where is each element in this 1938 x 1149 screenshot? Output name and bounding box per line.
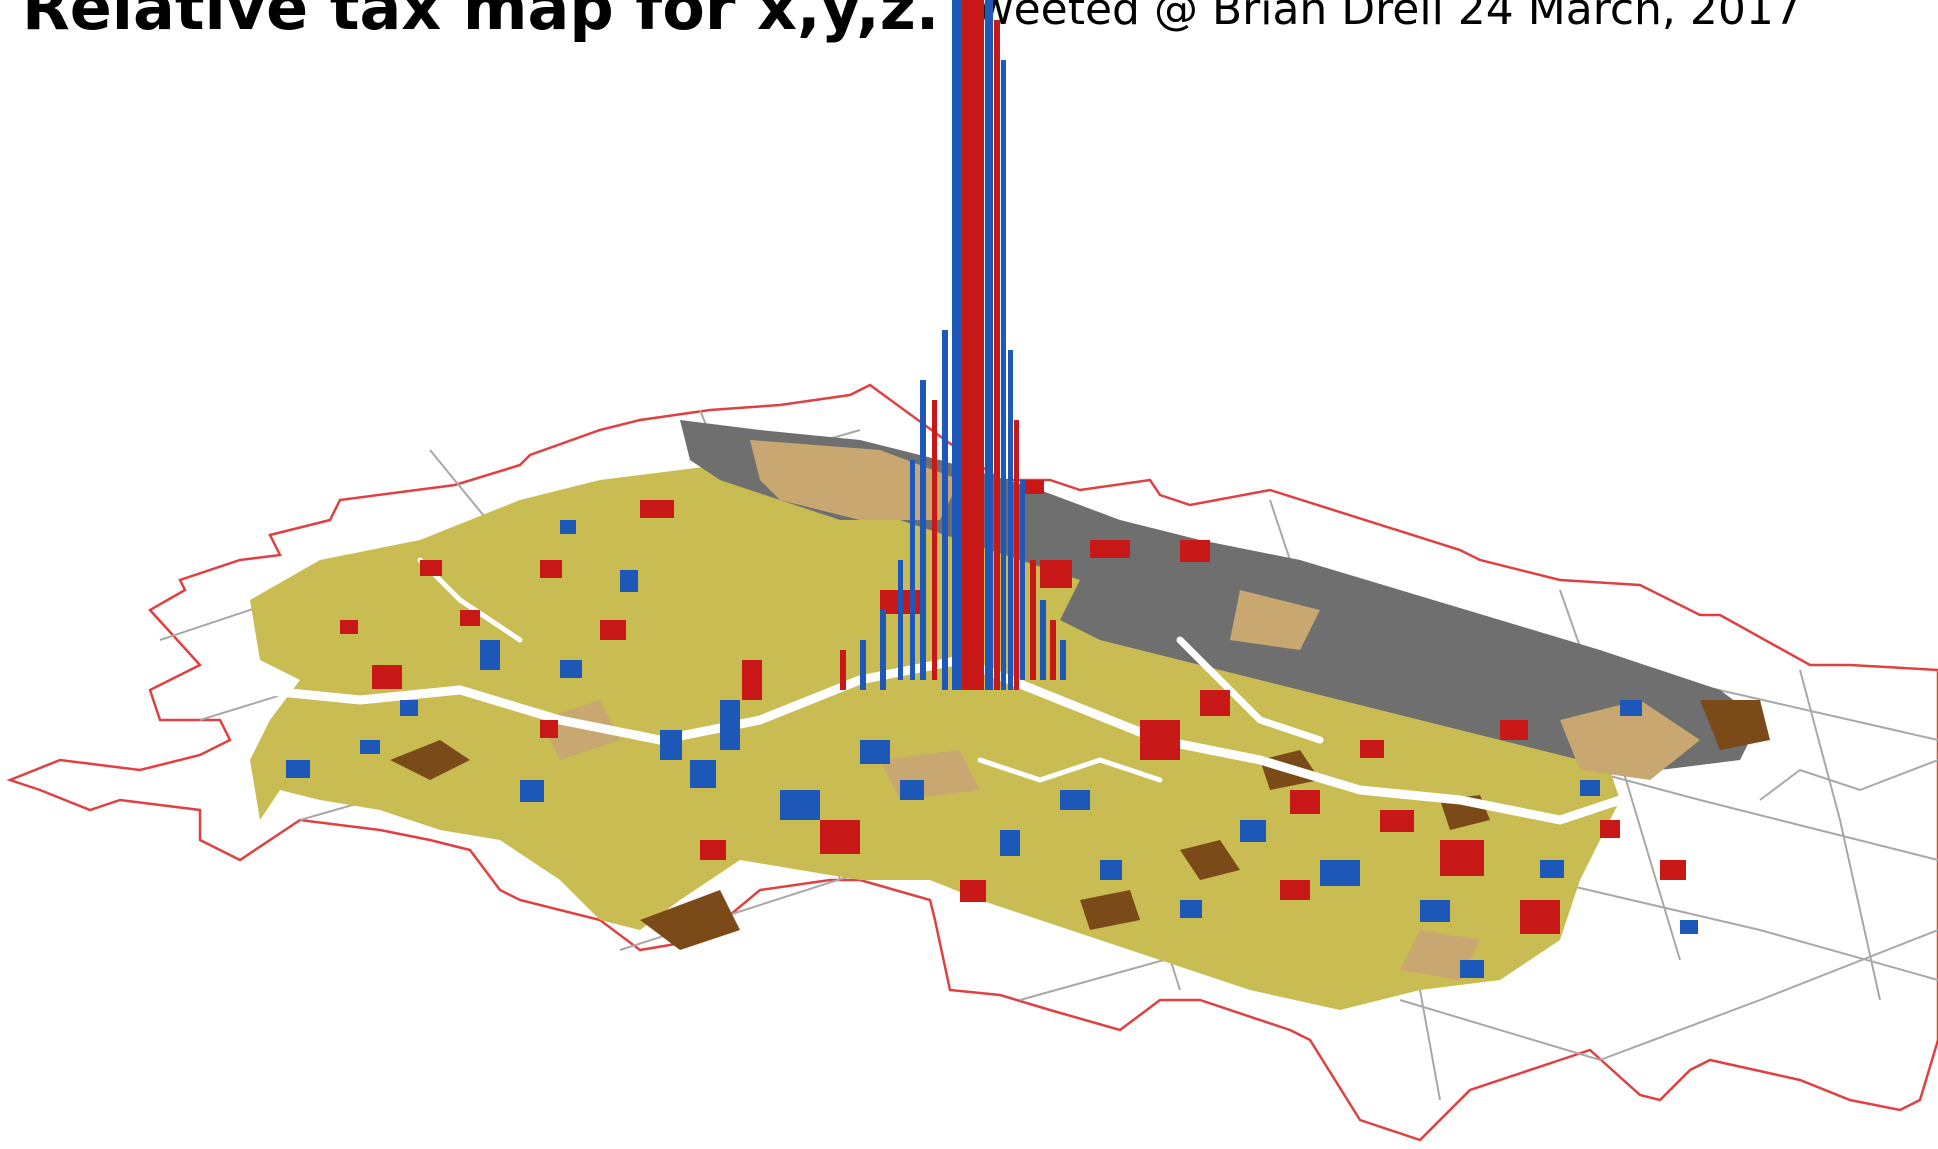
map-header: Relative tax map for x,y,z. Tweeted @ Br…: [0, 0, 1938, 44]
tax-blocks-blue: [286, 520, 1698, 978]
downtown-spikes: [840, 0, 1066, 690]
industrial-north: [680, 420, 1760, 770]
commercial-land: [540, 440, 1700, 980]
map-credit: Tweeted @ Brian Drell 24 March, 2017: [958, 0, 1802, 35]
map-title: Relative tax map for x,y,z.: [22, 0, 940, 44]
tax-blocks-red: [340, 480, 1686, 934]
residential-land: [250, 455, 1620, 1010]
